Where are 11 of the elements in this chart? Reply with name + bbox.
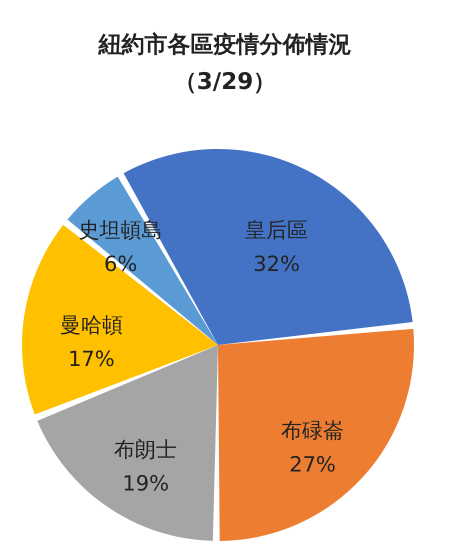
- data-label: 17%: [68, 347, 115, 372]
- slice-label: 曼哈頓: [60, 313, 123, 338]
- data-label: 19%: [122, 472, 170, 496]
- data-label: 6%: [104, 252, 138, 276]
- slice-label: 皇后區: [245, 218, 308, 242]
- data-label: 27%: [289, 452, 336, 476]
- chart-title: 紐約市各區疫情分佈情況: [98, 31, 352, 58]
- slice-label: 布碌崙: [281, 418, 344, 442]
- slice-label: 布朗士: [114, 438, 178, 462]
- chart-subtitle: （3/29）: [174, 69, 276, 95]
- data-label: 32%: [253, 252, 300, 276]
